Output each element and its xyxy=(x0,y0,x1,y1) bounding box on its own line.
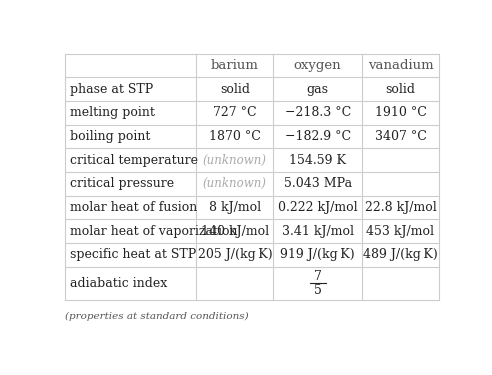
Text: (unknown): (unknown) xyxy=(203,177,267,190)
Text: 727 °C: 727 °C xyxy=(213,106,257,119)
Text: 489 J/(kg K): 489 J/(kg K) xyxy=(363,248,438,261)
Text: (properties at standard conditions): (properties at standard conditions) xyxy=(65,312,249,321)
Text: −218.3 °C: −218.3 °C xyxy=(284,106,351,119)
Text: 5: 5 xyxy=(314,284,322,297)
Text: 919 J/(kg K): 919 J/(kg K) xyxy=(280,248,355,261)
Text: barium: barium xyxy=(211,59,259,72)
Text: 1910 °C: 1910 °C xyxy=(374,106,427,119)
Text: 3.41 kJ/mol: 3.41 kJ/mol xyxy=(281,225,354,238)
Text: critical temperature: critical temperature xyxy=(70,154,198,167)
Text: phase at STP: phase at STP xyxy=(70,82,153,96)
Text: (unknown): (unknown) xyxy=(203,154,267,167)
Text: vanadium: vanadium xyxy=(368,59,433,72)
Text: adiabatic index: adiabatic index xyxy=(70,277,167,290)
Text: melting point: melting point xyxy=(70,106,155,119)
Text: critical pressure: critical pressure xyxy=(70,177,174,190)
Text: 453 kJ/mol: 453 kJ/mol xyxy=(367,225,434,238)
Text: 140 kJ/mol: 140 kJ/mol xyxy=(201,225,269,238)
Text: 5.043 MPa: 5.043 MPa xyxy=(283,177,352,190)
Text: 7: 7 xyxy=(314,270,322,283)
Text: gas: gas xyxy=(307,82,329,96)
Text: 8 kJ/mol: 8 kJ/mol xyxy=(209,201,261,214)
Text: molar heat of fusion: molar heat of fusion xyxy=(70,201,197,214)
Text: specific heat at STP: specific heat at STP xyxy=(70,248,196,261)
Text: solid: solid xyxy=(385,82,415,96)
Text: 154.59 K: 154.59 K xyxy=(289,154,346,167)
Text: molar heat of vaporization: molar heat of vaporization xyxy=(70,225,237,238)
Text: 1870 °C: 1870 °C xyxy=(209,130,261,143)
Text: −182.9 °C: −182.9 °C xyxy=(284,130,351,143)
Text: solid: solid xyxy=(220,82,250,96)
Text: 3407 °C: 3407 °C xyxy=(374,130,427,143)
Text: oxygen: oxygen xyxy=(294,59,341,72)
Text: 0.222 kJ/mol: 0.222 kJ/mol xyxy=(278,201,358,214)
Text: boiling point: boiling point xyxy=(70,130,150,143)
Text: 205 J/(kg K): 205 J/(kg K) xyxy=(197,248,272,261)
Text: 22.8 kJ/mol: 22.8 kJ/mol xyxy=(365,201,436,214)
